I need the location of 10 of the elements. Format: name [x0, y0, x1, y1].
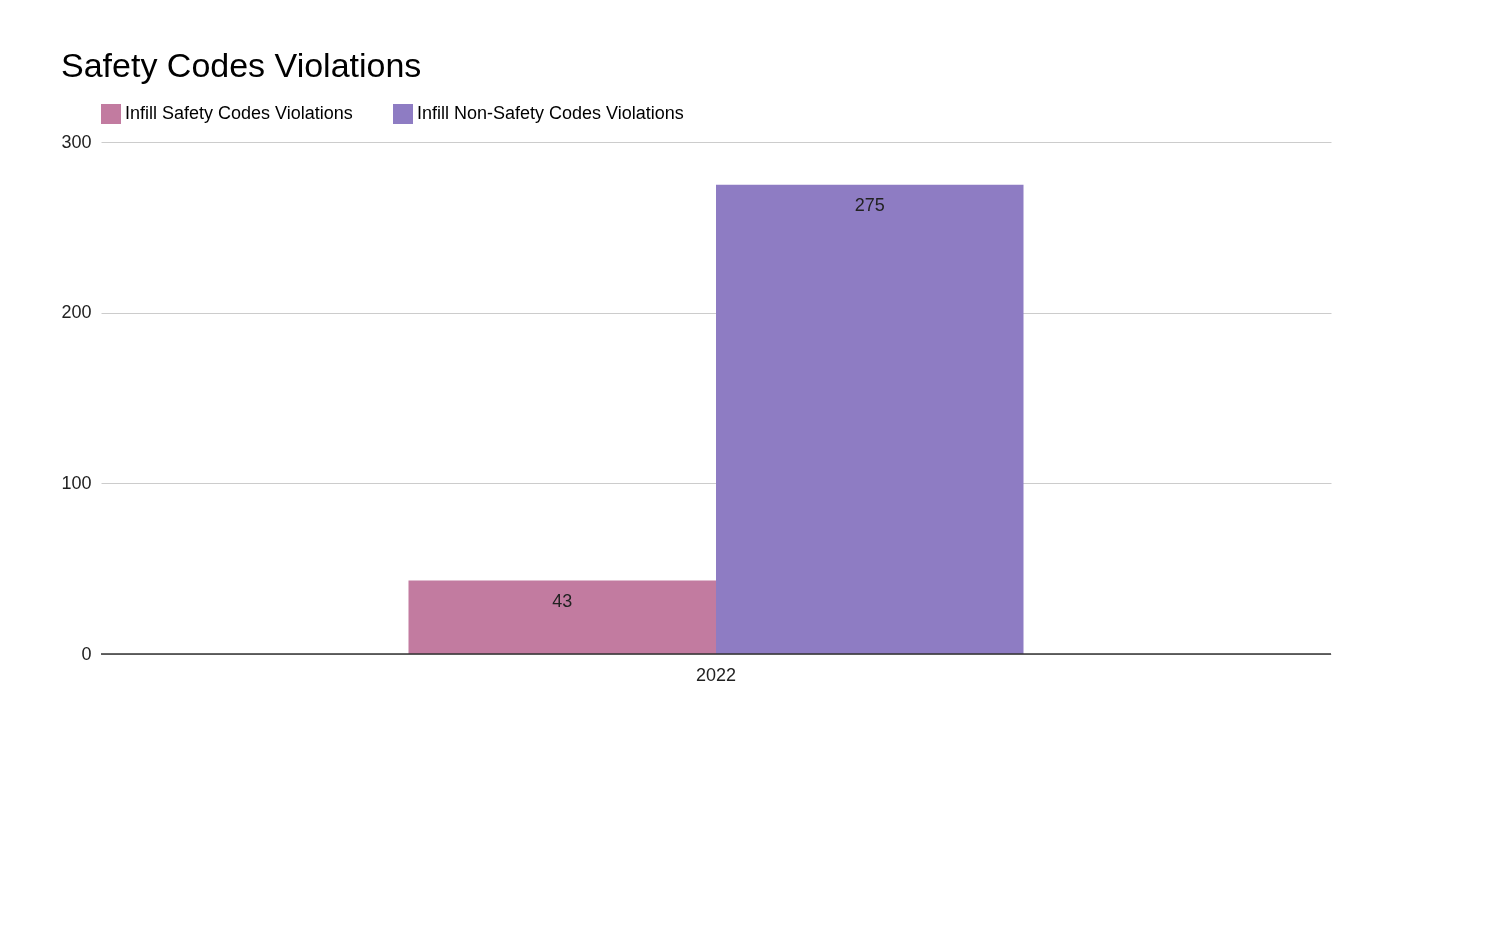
data-label: 43 — [552, 590, 573, 611]
y-tick-label: 0 — [81, 643, 92, 664]
legend-label: Infill Safety Codes Violations — [125, 103, 353, 123]
chart-title: Safety Codes Violations — [61, 46, 422, 84]
legend-label: Infill Non-Safety Codes Violations — [417, 103, 684, 123]
data-label: 275 — [854, 194, 885, 215]
y-tick-label: 100 — [61, 472, 92, 493]
y-tick-label: 300 — [61, 131, 92, 152]
x-tick-label: 2022 — [695, 664, 737, 685]
y-tick-label: 200 — [61, 302, 92, 323]
